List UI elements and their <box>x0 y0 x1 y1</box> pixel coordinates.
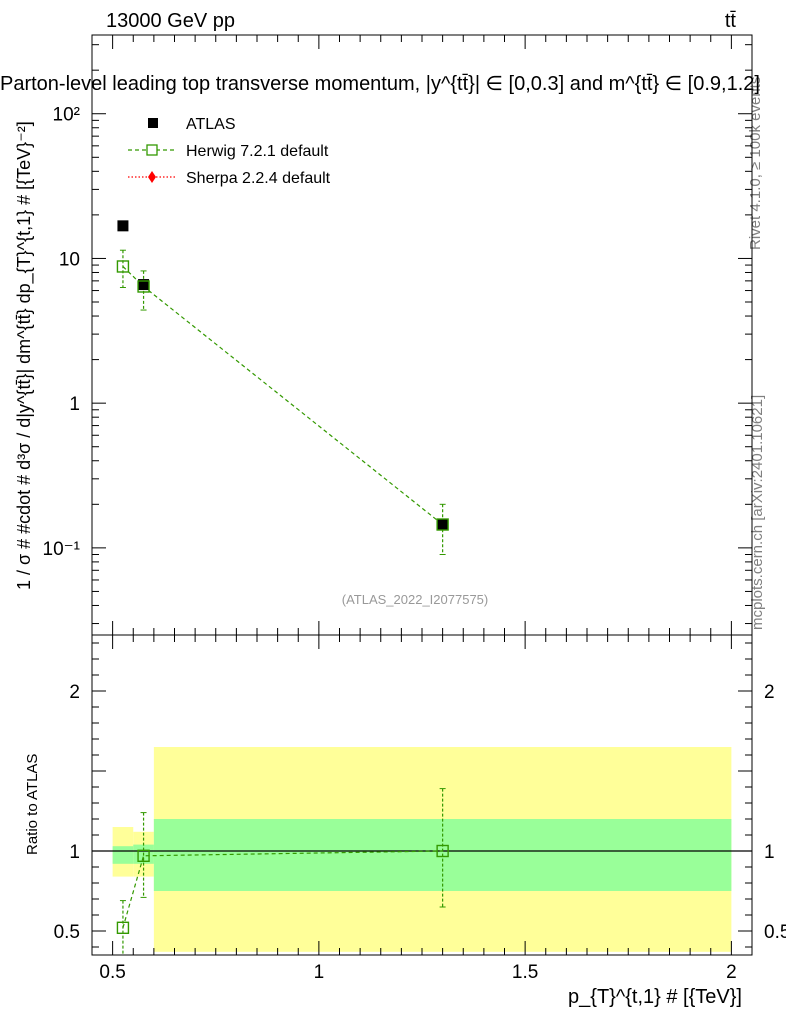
process-label: tt̄ <box>725 10 737 32</box>
mcplots-label: mcplots.cern.ch [arXiv:2401.10621] <box>749 395 766 630</box>
ratio-herwig-point <box>436 844 449 858</box>
ratio-uncertainty-bands <box>112 747 732 952</box>
ratio-y-tick-label-left: 2 <box>69 682 80 703</box>
ratio-y-tick-label-right: 0.5 <box>764 922 786 943</box>
main-y-tick-label: 10² <box>53 105 80 126</box>
ratio-y-tick-label-right: 1 <box>764 842 775 863</box>
x-tick-label: 1.5 <box>512 962 538 983</box>
herwig-point <box>137 280 150 293</box>
analysis-id-label: (ATLAS_2022_I2077575) <box>342 592 488 607</box>
ratio-herwig-line <box>122 850 443 928</box>
plot-title: Parton-level leading top transverse mome… <box>0 73 760 95</box>
main-axis-ticks: 10⁻¹ 1 10 10² <box>43 35 753 635</box>
ratio-y-axis-label: Ratio to ATLAS <box>24 754 41 855</box>
ratio-panel: 0.5 1 1.5 2 0.5 0.5 1 1 2 2 Ratio to ATLAS p_{T}^… <box>24 634 786 1008</box>
ratio-y-tick-label-left: 1 <box>69 842 80 863</box>
legend-sherpa-marker <box>148 171 156 183</box>
atlas-point <box>437 519 449 531</box>
legend: ATLAS Herwig 7.2.1 default Sherpa 2.2.4 … <box>128 116 331 187</box>
x-tick-label: 1 <box>314 962 325 983</box>
ratio-y-tick-label-left: 0.5 <box>54 922 80 943</box>
ratio-band-inner <box>112 846 134 864</box>
legend-atlas-marker <box>148 118 158 128</box>
rivet-version-label: Rivet 4.1.0, ≥ 100k events <box>747 77 764 250</box>
ratio-y-tick-label-right: 2 <box>764 682 775 703</box>
ratio-herwig-point <box>116 921 130 934</box>
main-y-tick-label: 10⁻¹ <box>43 539 81 560</box>
herwig-point <box>436 518 449 531</box>
x-tick-label: 0.5 <box>99 962 125 983</box>
ratio-herwig-point <box>137 849 150 862</box>
atlas-point <box>138 279 150 291</box>
main-y-tick-label: 10 <box>59 249 80 270</box>
legend-herwig-label: Herwig 7.2.1 default <box>186 143 329 160</box>
herwig-point <box>116 260 130 273</box>
x-tick-label: 2 <box>726 962 737 983</box>
ratio-data-marks <box>92 788 752 955</box>
atlas-point <box>117 220 129 232</box>
main-data-marks <box>116 220 449 555</box>
x-axis-label: p_{T}^{t,1} # [{TeV}] <box>568 986 742 1008</box>
herwig-line <box>122 266 443 525</box>
ratio-axis-ticks: 0.5 1 1.5 2 0.5 0.5 1 1 2 2 <box>54 635 786 983</box>
energy-label: 13000 GeV pp <box>106 10 235 32</box>
legend-sherpa-label: Sherpa 2.2.4 default <box>186 170 331 187</box>
legend-herwig-marker <box>146 144 158 156</box>
main-y-tick-label: 1 <box>69 394 80 415</box>
legend-atlas-label: ATLAS <box>186 116 236 133</box>
main-panel: 10⁻¹ 1 10 10² (ATLAS_2022_I2077575) 1 / σ #… <box>0 34 760 636</box>
main-y-axis-label: 1 / σ # #cdot # d³σ / d|y^{tt̄}| dm^{tt̄… <box>14 121 35 590</box>
